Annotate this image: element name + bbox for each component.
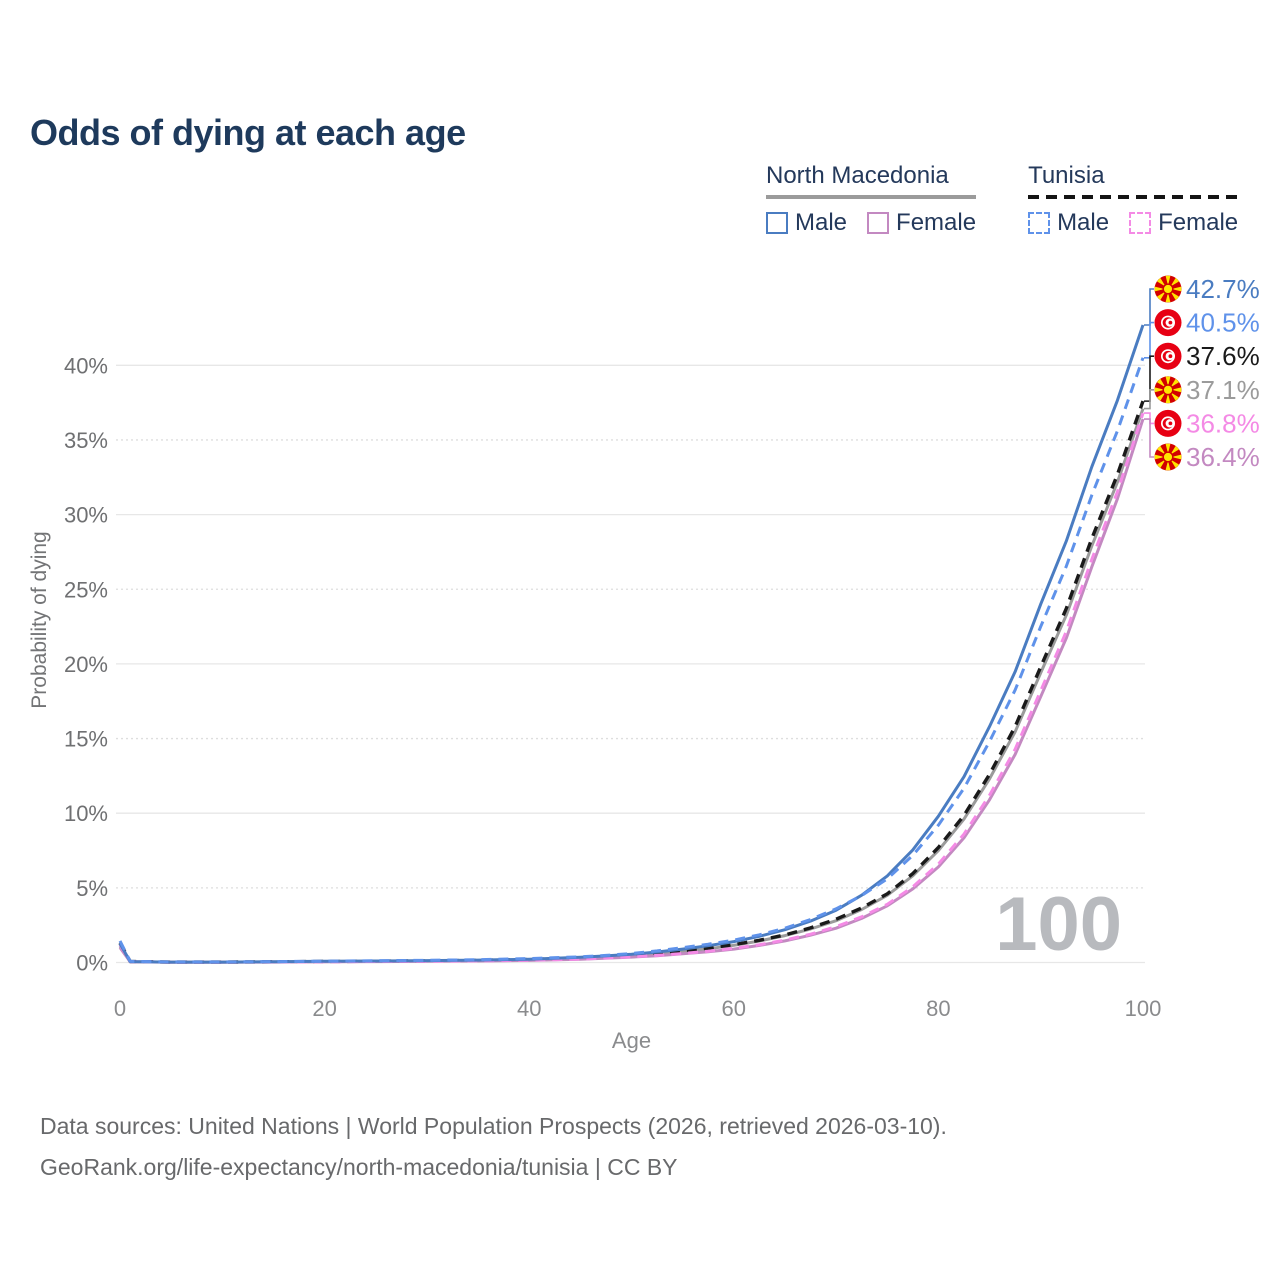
series-line-tunisia-total[interactable] [118, 400, 1145, 964]
chart-legend: North Macedonia Male Female Tunisia Male… [766, 162, 1239, 237]
y-tick-label: 0% [76, 951, 108, 976]
footer-attribution: Data sources: United Nations | World Pop… [40, 1106, 947, 1188]
y-tick-label: 10% [64, 801, 108, 826]
flag-icon-tn [1154, 409, 1182, 437]
legend-item-nm-female[interactable]: Female [867, 209, 976, 237]
y-axis-title: Probability of dying [28, 531, 51, 708]
line-swatch-icon [766, 212, 788, 234]
flag-icon-mk [1154, 443, 1182, 471]
legend-underline-dashed [1028, 195, 1239, 199]
series-end-value-label[interactable]: 36.8% [1186, 408, 1260, 438]
legend-item-label: Male [1057, 209, 1110, 236]
legend-item-label: Male [795, 209, 848, 236]
y-tick-label: 30% [64, 503, 108, 528]
legend-item-nm-male[interactable]: Male [766, 209, 847, 237]
legend-group-title: North Macedonia [766, 162, 949, 189]
y-tick-label: 35% [64, 428, 108, 453]
series-end-value-label[interactable]: 37.1% [1186, 375, 1260, 405]
flag-icon-mk [1154, 376, 1182, 404]
line-swatch-icon [867, 212, 890, 234]
series-end-value-label[interactable]: 40.5% [1186, 308, 1260, 338]
flag-icon-tn [1154, 309, 1182, 337]
dashed-line-swatch-icon [1129, 212, 1152, 234]
legend-item-label: Female [896, 209, 977, 236]
y-tick-label: 15% [64, 727, 108, 752]
legend-group-title: Tunisia [1028, 162, 1105, 189]
legend-underline-solid [766, 195, 977, 199]
x-tick-label: 100 [1125, 996, 1162, 1021]
series-end-value-label[interactable]: 42.7% [1186, 274, 1260, 304]
x-tick-label: 40 [517, 996, 541, 1021]
label-connector [1144, 412, 1154, 425]
series-line-tunisia-female[interactable] [118, 412, 1145, 964]
series-line-north-macedonia-total[interactable] [118, 408, 1145, 964]
x-tick-label: 80 [926, 996, 950, 1021]
legend-item-tn-female[interactable]: Female [1129, 209, 1238, 237]
label-connector [1144, 288, 1154, 326]
series-line-north-macedonia-male[interactable] [118, 324, 1145, 964]
label-connector [1144, 355, 1154, 402]
series-end-value-label[interactable]: 37.6% [1186, 341, 1260, 371]
label-connector [1144, 389, 1154, 410]
watermark-age-100: 100 [995, 882, 1122, 967]
data-sources-line: Data sources: United Nations | World Pop… [40, 1113, 947, 1139]
legend-group-tunisia: Tunisia Male Female [1028, 162, 1239, 237]
legend-item-tn-male[interactable]: Male [1028, 209, 1109, 237]
flag-icon-mk [1154, 275, 1182, 303]
source-url-line: GeoRank.org/life-expectancy/north-macedo… [40, 1154, 678, 1180]
x-tick-label: 20 [312, 996, 336, 1021]
series-line-tunisia-male[interactable] [118, 357, 1145, 964]
page-title: Odds of dying at each age [30, 112, 466, 154]
y-tick-label: 40% [64, 353, 108, 378]
x-tick-label: 0 [114, 996, 126, 1021]
dashed-line-swatch-icon [1028, 212, 1051, 234]
y-tick-label: 25% [64, 577, 108, 602]
series-end-value-label[interactable]: 36.4% [1186, 442, 1260, 472]
x-axis-title: Age [612, 1028, 651, 1053]
x-tick-label: 60 [722, 996, 746, 1021]
label-connector [1144, 321, 1154, 359]
label-connector [1144, 418, 1154, 458]
y-tick-label: 20% [64, 652, 108, 677]
series-line-north-macedonia-female[interactable] [118, 418, 1145, 964]
legend-group-north-macedonia: North Macedonia Male Female [766, 162, 977, 237]
legend-item-label: Female [1158, 209, 1239, 236]
flag-icon-tn [1154, 342, 1182, 370]
y-tick-label: 5% [76, 876, 108, 901]
